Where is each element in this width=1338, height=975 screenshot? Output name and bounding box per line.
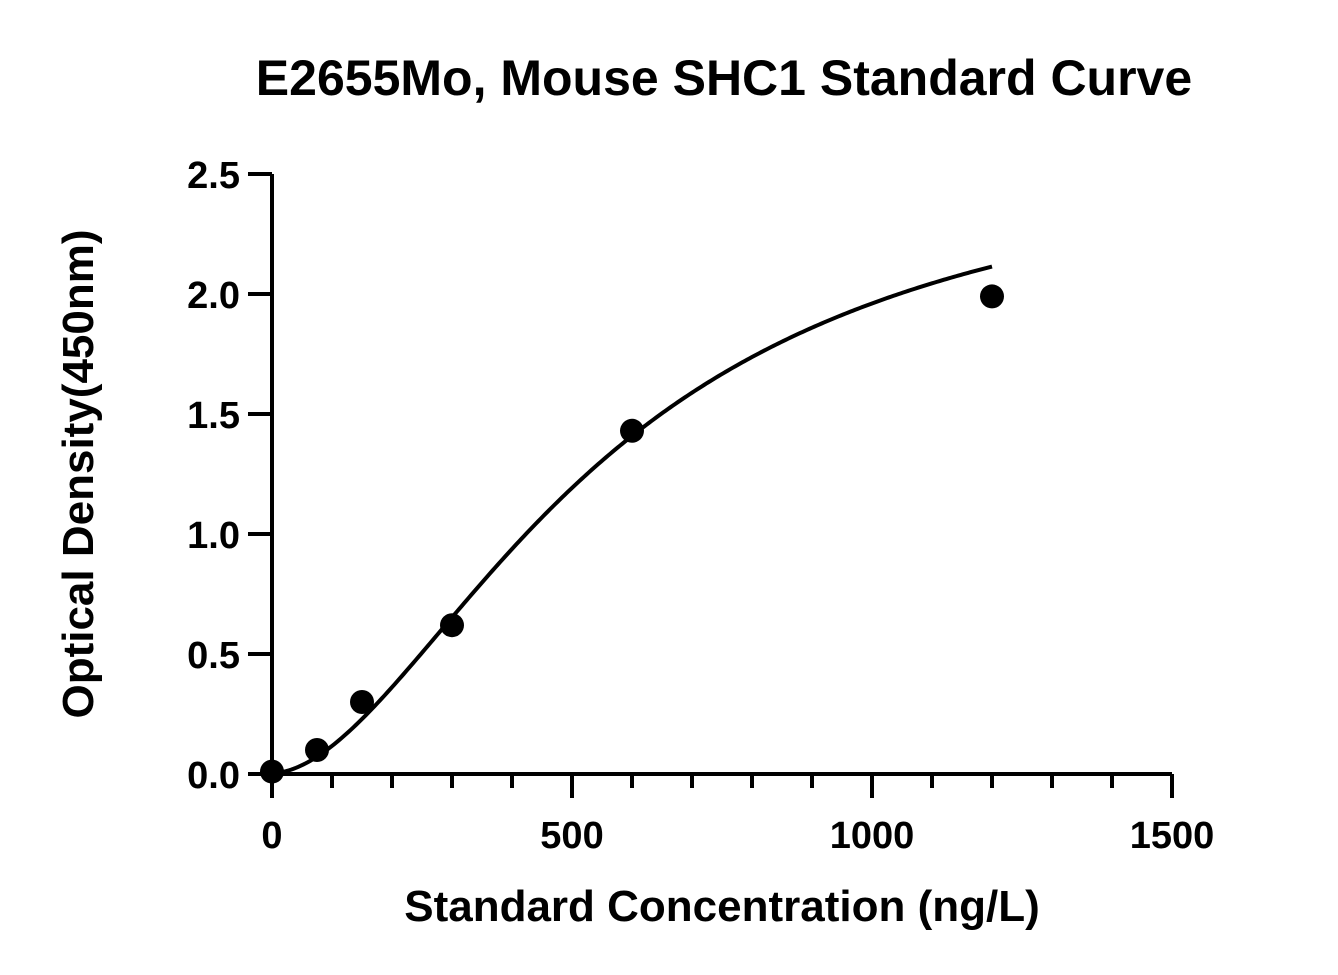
fit-curve (271, 264, 993, 776)
x-axis-label: Standard Concentration (ng/L) (404, 882, 1040, 931)
x-tick-label: 1500 (1130, 815, 1215, 857)
data-point (620, 418, 644, 443)
data-point (260, 759, 284, 784)
data-point (980, 284, 1004, 309)
x-axis-ticks: 0 500 1000 1500 (261, 774, 1214, 857)
chart-title: E2655Mo, Mouse SHC1 Standard Curve (256, 50, 1192, 106)
y-tick-label: 1.0 (187, 515, 240, 557)
y-axis-label: Optical Density(450nm) (54, 229, 103, 718)
y-tick-label: 0.5 (187, 635, 240, 677)
data-point (305, 738, 329, 762)
y-tick-label: 0.0 (187, 755, 240, 797)
x-tick-label: 0 (261, 815, 282, 857)
data-point (350, 690, 374, 714)
x-tick-label: 500 (540, 815, 603, 857)
fit-curve-layer (271, 264, 993, 776)
axes (270, 174, 1172, 776)
x-tick-label: 1000 (830, 815, 915, 857)
y-axis-ticks: 0.0 0.5 1.0 1.5 2.0 2.5 (187, 155, 272, 797)
y-tick-label: 1.5 (187, 395, 240, 437)
y-tick-label: 2.5 (187, 155, 240, 197)
y-tick-label: 2.0 (187, 275, 240, 317)
data-points-layer (260, 284, 1004, 784)
data-point (440, 613, 464, 638)
